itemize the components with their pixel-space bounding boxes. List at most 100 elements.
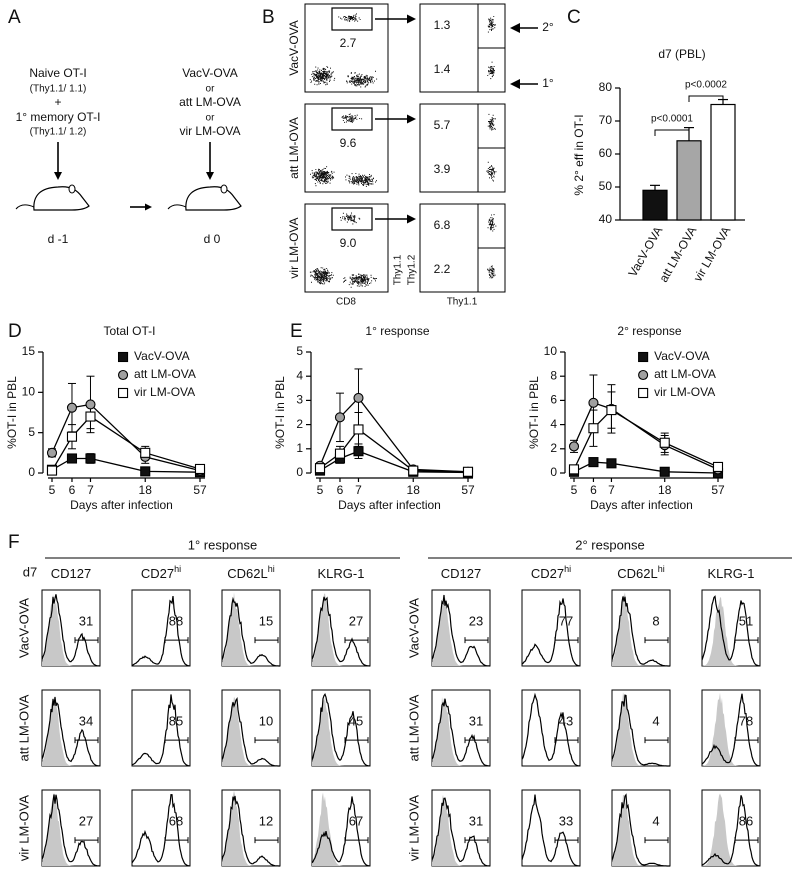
- sample-histogram: [701, 595, 761, 667]
- point: [462, 466, 474, 477]
- point: [46, 447, 58, 458]
- row-label: VacV-OVA: [16, 598, 31, 659]
- control-histogram: [612, 592, 670, 666]
- gate-value: 88: [169, 613, 183, 628]
- legend-label: att LM-OVA: [654, 367, 716, 381]
- y-tick-label: 10: [544, 344, 558, 358]
- point: [408, 465, 419, 476]
- mouse: [185, 186, 242, 211]
- control-histogram: [222, 696, 280, 766]
- column-header: CD127: [441, 566, 481, 581]
- y-tick-label: 0: [550, 465, 557, 479]
- sample-histogram: [221, 697, 280, 767]
- sample-histogram: [221, 596, 280, 667]
- mouse-tail: [167, 204, 187, 210]
- point: [659, 437, 670, 448]
- sample-histogram: [431, 698, 491, 767]
- gate-value: 4: [652, 813, 659, 828]
- gate-value: 3.9: [434, 162, 451, 176]
- x-tick-label: 18: [658, 483, 672, 497]
- control-histogram: [702, 793, 760, 866]
- mouse-ear: [220, 184, 228, 194]
- sample-histogram: [701, 795, 761, 867]
- point: [85, 453, 96, 464]
- sample-histogram: [311, 693, 371, 767]
- arrow-head: [54, 172, 62, 180]
- axis-label: CD8: [336, 297, 356, 308]
- sample-histogram: [41, 794, 101, 867]
- sample-histogram: [41, 594, 101, 667]
- column-header: CD27hi: [141, 564, 181, 581]
- x-tick-label: 6: [337, 483, 344, 497]
- bar: [676, 140, 702, 221]
- marker-name: CD27: [141, 566, 174, 581]
- sample-histogram: [521, 794, 581, 867]
- point: [334, 448, 346, 459]
- day-label: d -1: [48, 232, 69, 246]
- gate-value: 6.8: [434, 218, 451, 232]
- gate-value: 12: [259, 813, 273, 828]
- arrow-head: [510, 79, 520, 89]
- gate-value: 33: [559, 813, 573, 828]
- dot-cloud: [486, 161, 497, 182]
- gate-value: 2.7: [340, 36, 357, 50]
- sample-histogram: [521, 598, 581, 667]
- point: [353, 446, 364, 457]
- point: [712, 461, 724, 473]
- dot-cloud: [487, 214, 497, 232]
- control-histogram: [432, 597, 490, 666]
- gate-value: 23: [469, 613, 483, 628]
- gate-value: 27: [349, 613, 363, 628]
- column-header: CD127: [51, 566, 91, 581]
- point: [66, 453, 78, 464]
- column-header: KLRG-1: [708, 566, 755, 581]
- legend-marker: [638, 387, 649, 399]
- mouse: [33, 186, 90, 211]
- x-tick-label: 6: [69, 483, 76, 497]
- point: [588, 423, 599, 434]
- x-axis-label: Days after infection: [590, 498, 693, 512]
- x-axis-label: Days after infection: [338, 498, 441, 512]
- marker-name: CD127: [51, 566, 91, 581]
- legend-marker: [117, 387, 129, 399]
- y-tick-label: 4: [550, 417, 557, 431]
- sample-histogram: [701, 693, 761, 767]
- legend-label: vir LM-OVA: [134, 385, 195, 399]
- panel-label: E: [290, 321, 303, 342]
- gate-value: 85: [169, 713, 183, 728]
- day-label: d7: [23, 564, 37, 579]
- diagram-text: (Thy1.1/ 1.2): [30, 127, 87, 138]
- row-label: vir LM-OVA: [287, 217, 301, 278]
- x-tick-label: 57: [193, 483, 207, 497]
- y-tick-label: 2: [296, 417, 303, 431]
- dot-cloud: [487, 113, 496, 131]
- point: [46, 465, 58, 476]
- control-histogram: [612, 794, 670, 866]
- population-label: 2°: [542, 20, 554, 34]
- point: [334, 412, 346, 423]
- arrow-head: [407, 14, 416, 24]
- sample-histogram: [41, 696, 100, 767]
- gate-value: 31: [79, 613, 93, 628]
- control-histogram: [42, 792, 100, 866]
- gate: [331, 107, 373, 131]
- y-tick-label: 4: [296, 368, 303, 382]
- column-header: CD62Lhi: [227, 564, 274, 581]
- y-tick-label: 80: [599, 80, 613, 94]
- point: [314, 463, 326, 474]
- legend-label: vir LM-OVA: [654, 385, 715, 399]
- y-tick-label: 10: [22, 385, 36, 399]
- axis-label: Thy1.1: [393, 254, 404, 285]
- sample-histogram: [131, 694, 191, 767]
- bar: [642, 189, 668, 221]
- p-value: p<0.0001: [651, 114, 693, 125]
- histogram-frame: [131, 589, 191, 667]
- y-tick-label: 6: [550, 393, 557, 407]
- panel-label: D: [8, 321, 22, 342]
- point: [85, 411, 96, 422]
- panel-label: A: [8, 7, 21, 28]
- x-tick-label: 5: [49, 483, 56, 497]
- gate-value: 1.3: [434, 18, 451, 32]
- mouse-ear: [68, 184, 76, 194]
- x-tick-label: 5: [571, 483, 578, 497]
